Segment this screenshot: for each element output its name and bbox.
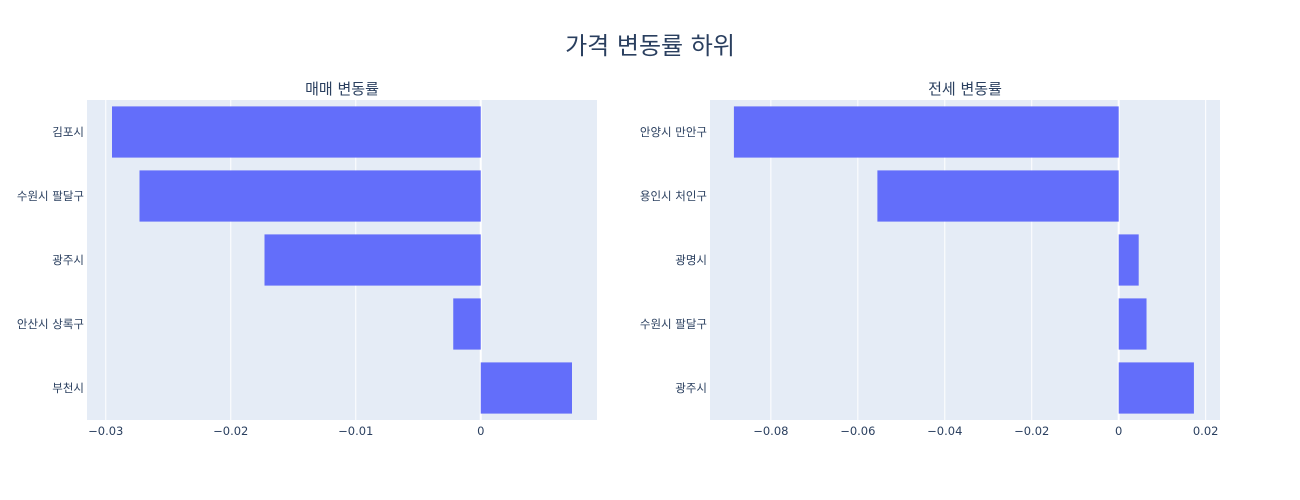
x-tick-label: 0 [477,424,484,438]
y-tick-label: 수원시 팔달구 [640,317,707,331]
y-tick-label: 광명시 [675,253,707,267]
bar [264,234,481,286]
y-tick-label: 김포시 [52,125,84,139]
x-tick-label: −0.01 [338,424,373,438]
bar [139,170,481,222]
bar [480,362,572,414]
y-tick-label: 부천시 [52,381,84,395]
bar [1118,234,1139,286]
y-tick-label: 광주시 [675,381,707,395]
chart-title: 가격 변동률 하위 [565,32,735,60]
y-tick-label: 안산시 상록구 [17,317,84,331]
x-tick-label: −0.02 [1014,424,1049,438]
bar [453,298,481,350]
y-tick-label: 용인시 처인구 [640,189,707,203]
subplot-title: 전세 변동률 [928,80,1002,98]
bar [1118,362,1194,414]
x-tick-label: −0.03 [88,424,123,438]
y-tick-label: 안양시 만안구 [640,125,707,139]
subplot-title: 매매 변동률 [305,80,379,98]
y-tick-label: 광주시 [52,253,84,267]
x-tick-label: −0.08 [753,424,788,438]
bar [733,106,1119,158]
x-tick-label: −0.06 [840,424,875,438]
x-tick-label: 0 [1115,424,1122,438]
x-tick-label: −0.04 [927,424,962,438]
bar [1118,298,1147,350]
bar [877,170,1119,222]
bar [112,106,481,158]
x-tick-label: −0.02 [213,424,248,438]
y-tick-label: 수원시 팔달구 [17,189,84,203]
x-tick-label: 0.02 [1193,424,1219,438]
